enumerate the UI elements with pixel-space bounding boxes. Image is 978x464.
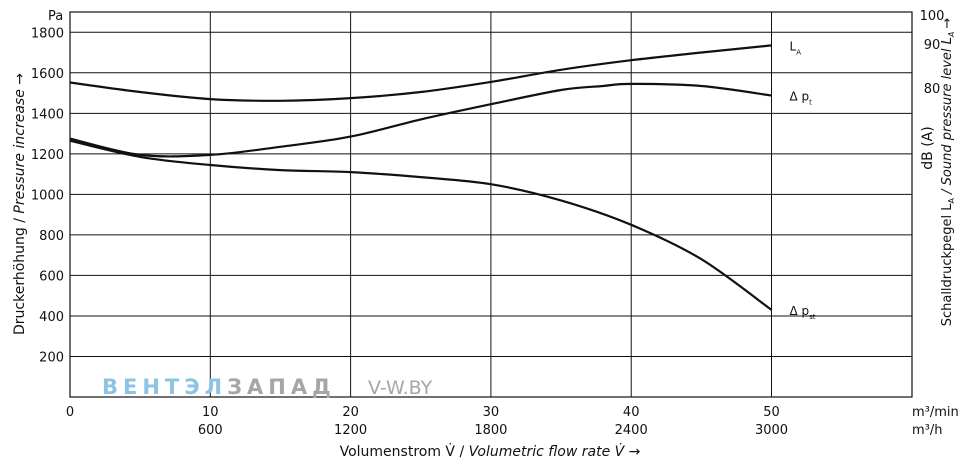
x-tick-label: 20 — [342, 405, 359, 420]
y2-tick-label: 90 — [924, 38, 941, 53]
x-axis-ticks: 0 10 20 30 40 50 — [66, 405, 780, 420]
y2-tick-label: 100 — [920, 9, 945, 24]
total-pressure-label: Δ pt — [790, 89, 813, 106]
total-pressure-label-sub: t — [809, 98, 812, 106]
y-axis-title-de: Druckerhöhung / — [12, 214, 28, 335]
x-axis-title-de: Volumenstrom V̇ / — [340, 443, 469, 460]
y-axis-unit: Pa — [48, 9, 63, 24]
x-axis-title: Volumenstrom V̇ / Volumetric flow rate V… — [340, 443, 641, 460]
y2-tick-label: 80 — [924, 82, 941, 97]
y2-axis-unit: dB (A) — [920, 126, 936, 169]
watermark-part1: ВЕНТЭЛ — [102, 375, 227, 399]
x-secondary-tick-label: 1200 — [334, 423, 367, 438]
x-axis-title-en: Volumetric flow rate V̇ → — [469, 443, 641, 460]
y-tick-label: 1600 — [31, 67, 64, 82]
y2-axis-ticks: 100 90 80 — [920, 9, 945, 97]
x-tick-label: 30 — [483, 405, 500, 420]
static-pressure-label-sub: st — [809, 313, 816, 321]
static-pressure-curve — [69, 139, 773, 311]
total-pressure-label-main: Δ p — [790, 89, 810, 103]
y-tick-label: 400 — [39, 310, 64, 325]
x-secondary-tick-label: 1800 — [474, 423, 507, 438]
sound-level-label: LA — [790, 39, 802, 56]
y2-axis-title: Schalldruckpegel LA / Sound pressure lev… — [940, 18, 956, 327]
plot-frame — [69, 11, 913, 398]
watermark: ВЕНТЭЛЗАПАД — [102, 375, 336, 399]
y-tick-label: 1800 — [31, 26, 64, 41]
x-tick-label: 0 — [66, 405, 74, 420]
y-tick-label: 1000 — [31, 188, 64, 203]
y-tick-label: 1400 — [31, 107, 64, 122]
x-secondary-tick-label: 3000 — [755, 423, 788, 438]
x-secondary-tick-label: 600 — [198, 423, 223, 438]
curves — [69, 44, 773, 311]
sound-level-curve — [69, 44, 772, 102]
y-axis-title: Druckerhöhung / Pressure increase → — [12, 73, 28, 335]
x-tick-label: 40 — [623, 405, 640, 420]
y2-axis-title-de: Schalldruckpegel L — [940, 203, 955, 327]
curve-labels: LAΔ ptΔ pst — [790, 39, 816, 320]
y-tick-label: 800 — [39, 229, 64, 244]
y-tick-label: 1200 — [31, 148, 64, 163]
y-axis-title-en: Pressure increase → — [12, 73, 28, 214]
y2-axis-title-de-sub: A — [947, 197, 956, 203]
x-axis-secondary-ticks: 600 1200 1800 2400 3000 — [198, 423, 788, 438]
chart-grid — [70, 12, 912, 397]
y2-axis-title-en: / Sound pressure level L — [940, 37, 955, 198]
static-pressure-label-main: Δ p — [790, 304, 810, 318]
y-axis-ticks: 200 400 600 800 1000 1200 1400 1600 1800 — [31, 26, 64, 365]
total-pressure-curve — [69, 82, 772, 158]
watermark-part2: ЗАПАД — [227, 375, 336, 399]
x-axis-unit-main: m³/min — [912, 405, 959, 420]
y-tick-label: 200 — [39, 350, 64, 365]
static-pressure-label: Δ pst — [790, 304, 816, 321]
y-tick-label: 600 — [39, 269, 64, 284]
x-tick-label: 50 — [763, 405, 780, 420]
x-axis-unit-secondary: m³/h — [912, 423, 943, 438]
y2-axis-title-arrow: → — [940, 18, 955, 29]
sound-level-label-sub: A — [796, 48, 801, 56]
x-tick-label: 10 — [202, 405, 219, 420]
x-secondary-tick-label: 2400 — [615, 423, 648, 438]
sound-level-label-main: L — [790, 39, 797, 53]
watermark-url: V-W.BY — [368, 377, 433, 399]
y2-axis-title-en-sub: A — [947, 32, 956, 38]
